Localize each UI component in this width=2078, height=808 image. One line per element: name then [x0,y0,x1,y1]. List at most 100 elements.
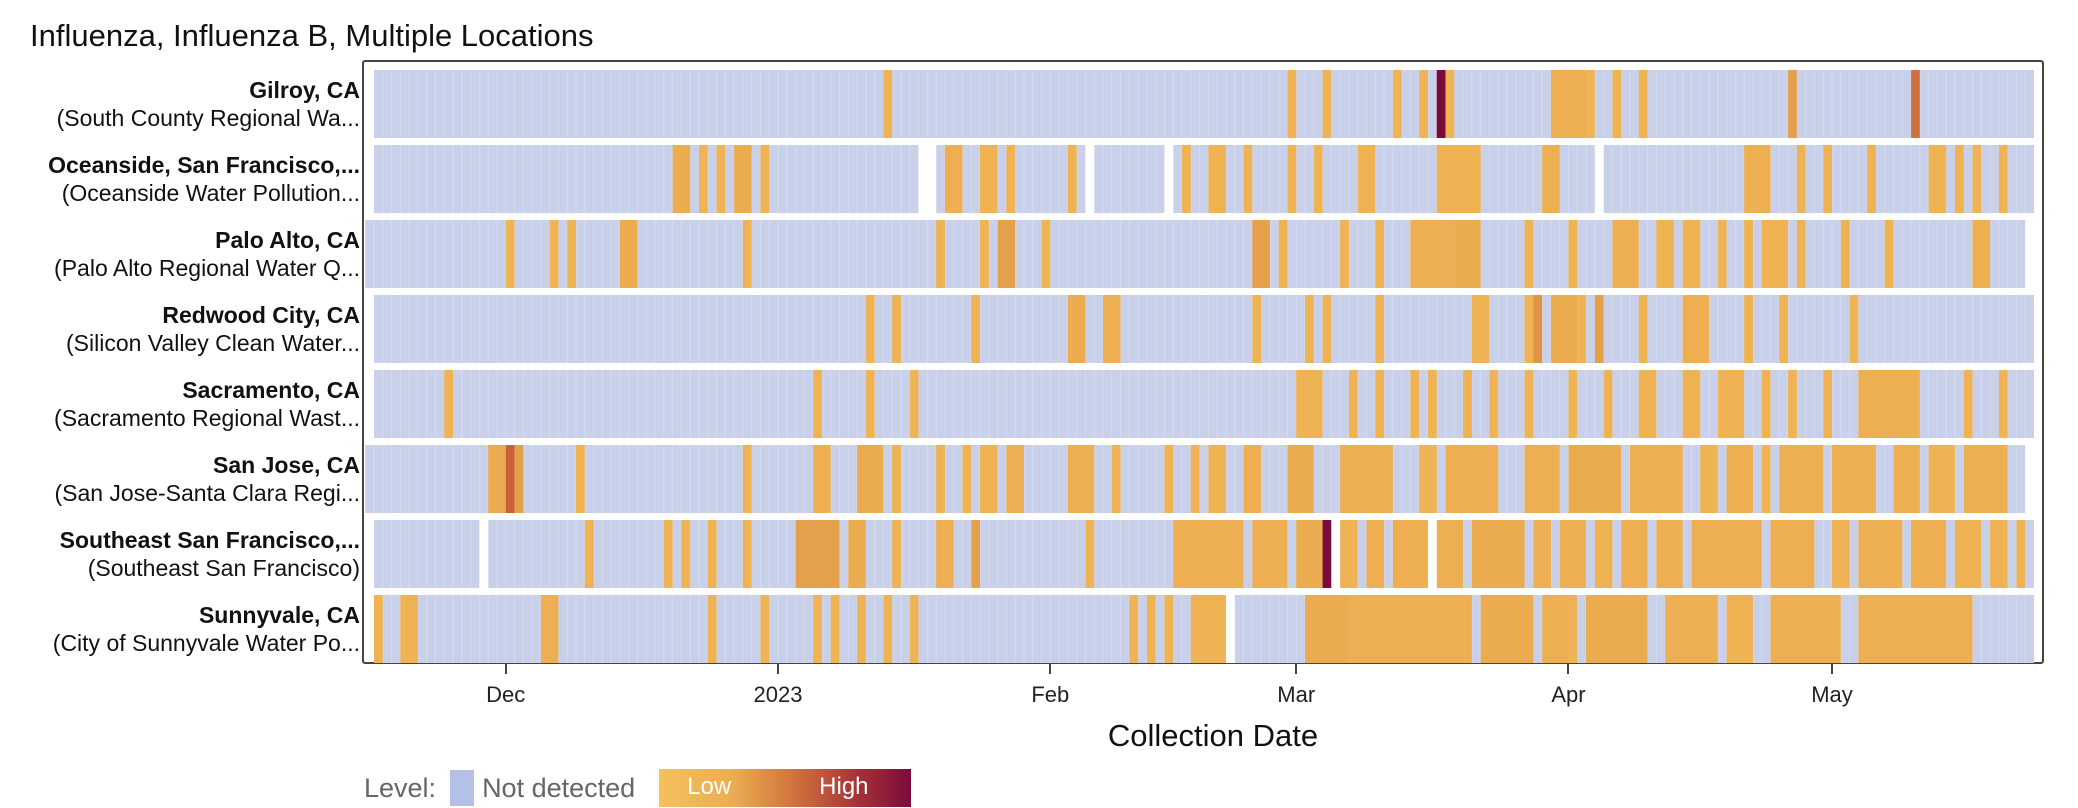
detection-cell [1823,145,1832,213]
detection-cell [1067,295,1086,363]
x-tick-mark [1567,664,1570,674]
detection-cell [1867,145,1876,213]
detection-cell [1287,145,1297,213]
detection-cell [1102,295,1121,363]
detection-cell [1603,370,1613,438]
detection-cell [374,595,383,663]
detection-cell [1788,370,1797,438]
detection-cell [567,220,577,288]
detection-cell [962,445,972,513]
detection-cell [892,445,901,513]
not-detected-band [374,145,2034,213]
detection-cell [1392,520,1428,588]
detection-cell [909,370,919,438]
detection-cell [576,445,585,513]
detection-cell [1524,295,1534,363]
detection-cell [584,520,594,588]
detection-cell [1893,445,1920,513]
detection-cell [1410,220,1455,288]
detection-cell [1533,520,1551,588]
detection-cell [848,520,866,588]
heatmap-plot[interactable] [362,60,2044,664]
detection-cell [1287,445,1314,513]
detection-cell [1998,145,2008,213]
detection-cell [1656,520,1683,588]
legend-title: Level: [364,772,437,803]
detection-cell [619,220,638,288]
missing-sample-gap [1427,520,1437,588]
detection-cell [1542,595,1569,663]
row-label: Sacramento, CA (Sacramento Regional Wast.… [0,376,360,432]
detection-cell [892,295,901,363]
detection-cell [1427,370,1437,438]
detection-cell [549,220,559,288]
detection-cell [980,445,998,513]
detection-cell [1568,595,1578,663]
detection-cell [1322,295,1332,363]
detection-cell [1111,445,1121,513]
detection-cell [1559,520,1587,588]
detection-cell [1963,370,1973,438]
detection-cell [1340,220,1349,288]
row-facility-label: (South County Regional Wa... [56,105,360,131]
detection-cell [716,145,726,213]
detection-cell [1489,370,1499,438]
detection-cell [1524,370,1534,438]
x-tick-label: 2023 [753,682,803,707]
detection-cell [1612,220,1639,288]
detection-cell [1410,370,1420,438]
detection-cell [1480,595,1534,663]
detection-cell [540,595,559,663]
x-tick-label: Dec [486,682,526,707]
detection-cell [1436,70,1446,138]
detection-cell [1779,445,1824,513]
x-tick-mark [504,664,507,674]
detection-cell [1717,220,1727,288]
detection-cell [760,595,770,663]
detection-cell [1313,145,1323,213]
detection-cell [672,145,691,213]
detection-cell [707,520,717,588]
detection-cell [1296,520,1323,588]
detection-cell [795,520,840,588]
detection-cell [1041,220,1051,288]
row-label: Redwood City, CA (Silicon Valley Clean Wa… [0,301,360,357]
detection-cell [1700,445,1718,513]
detection-cell [1287,70,1297,138]
detection-cell [1796,220,1806,288]
detection-cell [1911,70,1920,138]
detection-cell [857,445,884,513]
detection-cell [1568,220,1578,288]
detection-cell [892,520,901,588]
detection-cell [400,595,418,663]
detection-cell [1594,295,1604,363]
detection-cell [1454,220,1481,288]
detection-cell [936,520,954,588]
row-labels: Gilroy, CA (South County Regional Wa... Oc… [0,0,360,680]
detection-cell [1348,595,1472,663]
detection-cell [1463,370,1472,438]
x-tick-label: Apr [1551,682,1586,707]
row-label: Oceanside, San Francisco,... (Oceanside W… [0,151,360,207]
detection-cell [830,595,840,663]
detection-cell [883,595,893,663]
missing-sample-gap [1085,145,1095,213]
detection-cell [1375,295,1385,363]
row-label: Sunnyvale, CA (City of Sunnyvale Water Po… [0,601,360,657]
x-tick-mark [777,664,780,674]
detection-cell [1928,145,1947,213]
detection-cell [1208,445,1226,513]
detection-cell [1629,445,1683,513]
x-tick-label: May [1811,682,1853,707]
detection-cell [1586,595,1648,663]
row-label: San Jose, CA (San Jose-Santa Clara Regi..… [0,451,360,507]
detection-cell [1436,145,1481,213]
detection-cell [1067,145,1077,213]
missing-sample-gap [1225,595,1235,663]
x-tick-label: Mar [1277,682,1316,707]
detection-cell [857,595,866,663]
detection-cell [1471,520,1525,588]
detection-cell [1208,145,1226,213]
detection-cell [909,595,919,663]
legend: Level: Not detected Low High [364,768,912,808]
